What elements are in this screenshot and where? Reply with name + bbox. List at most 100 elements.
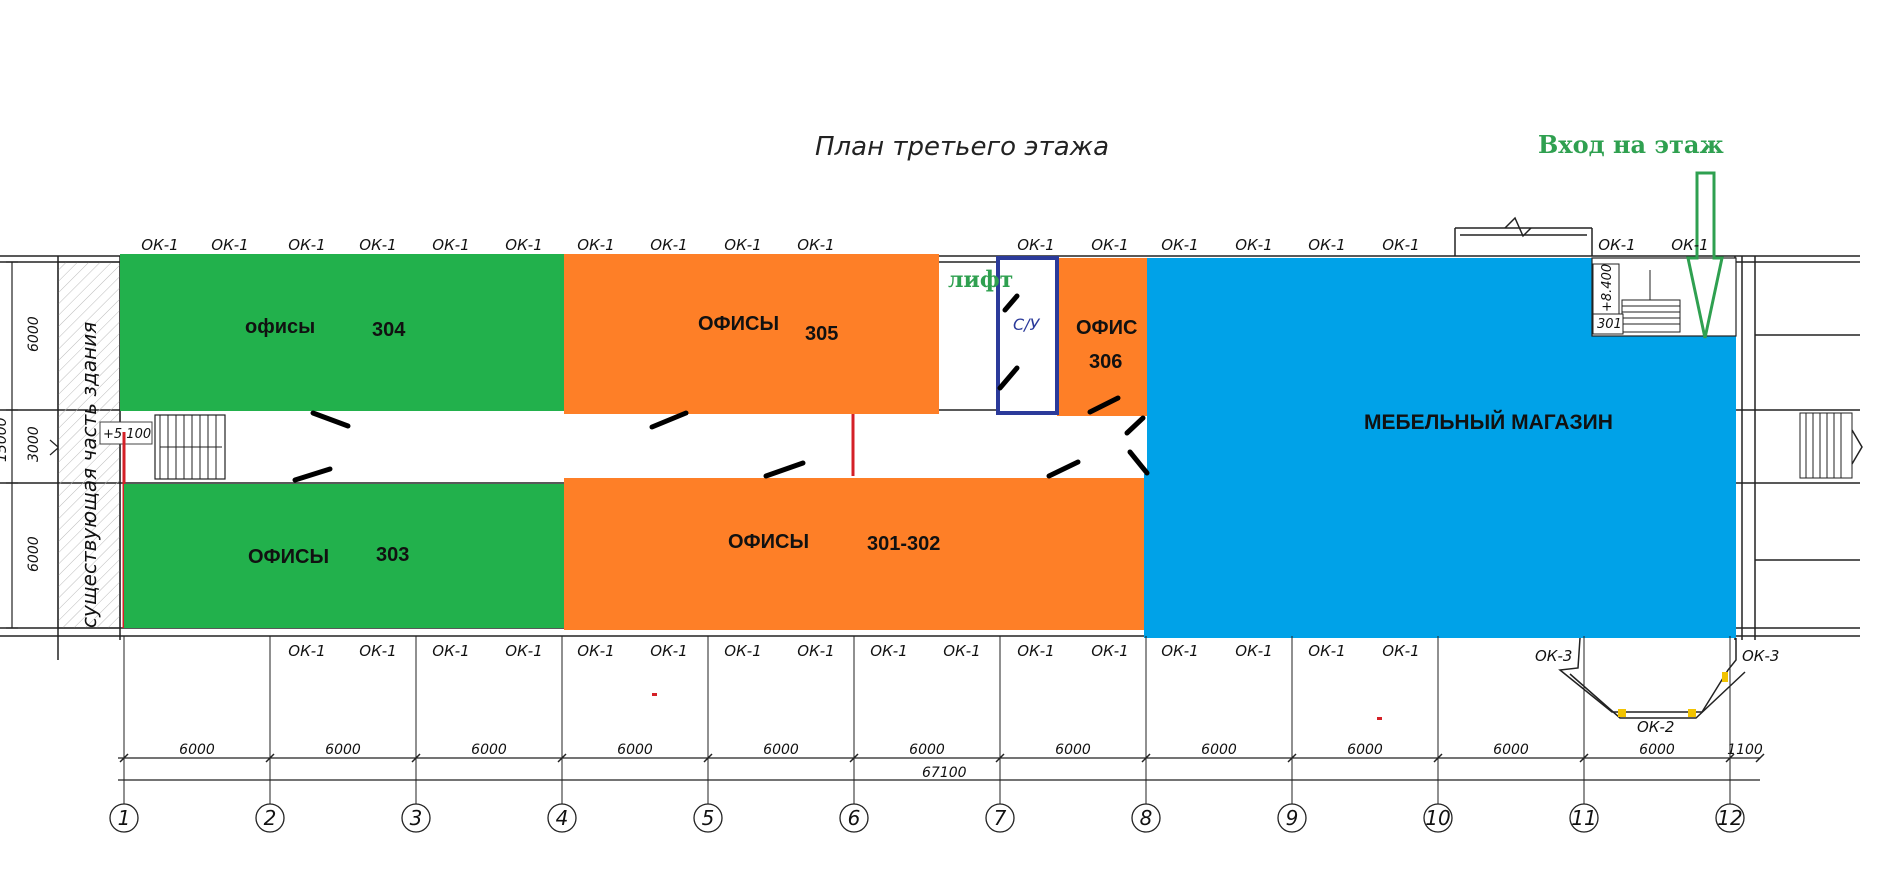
window-top-15: ОК-1: [1308, 236, 1345, 254]
wc-label: С/У: [1013, 315, 1041, 334]
window-bottom-14: ОК-1: [1235, 642, 1272, 660]
vdim-3: 6000: [26, 536, 42, 572]
vdim-total: 15000: [0, 417, 10, 462]
right-stair: [1591, 257, 1737, 337]
window-top-14: ОК-1: [1235, 236, 1272, 254]
axis-label-7: 7: [994, 806, 1007, 830]
axis-marker-7: [985, 803, 1015, 833]
window-bottom-4: ОК-1: [505, 642, 542, 660]
room-304-number: 304: [372, 319, 406, 341]
window-top-9: ОК-1: [724, 236, 761, 254]
door-marks: [292, 293, 1150, 483]
window-top-12: ОК-1: [1091, 236, 1128, 254]
room-305-number: 305: [805, 323, 838, 345]
furniture-shop: [1144, 258, 1736, 638]
span-dim-4: 6000: [617, 742, 653, 758]
window-bottom-12: ОК-1: [1091, 642, 1128, 660]
axis-label-3: 3: [410, 806, 423, 830]
span-dim-2: 6000: [325, 742, 361, 758]
room-306: [1057, 258, 1147, 416]
outer-stair-right: [1799, 412, 1863, 479]
axis-label-11: 11: [1571, 806, 1596, 830]
axis-label-12: 12: [1717, 806, 1742, 830]
bottom-dimensions: [118, 757, 1760, 781]
window-top-5: ОК-1: [432, 236, 469, 254]
vertical-dimensions: [6, 261, 59, 629]
left-stair: [154, 414, 226, 480]
window-top-13: ОК-1: [1161, 236, 1198, 254]
window-bottom-5: ОК-1: [577, 642, 614, 660]
axis-marker-4: [547, 803, 577, 833]
span-dim-6: 6000: [909, 742, 945, 758]
existing-part-label: существующая часть здания: [77, 322, 101, 628]
room-301-302: [564, 478, 1144, 630]
level-right: +8.400: [1600, 264, 1615, 312]
window-bottom-2: ОК-1: [359, 642, 396, 660]
axis-marker-10: [1423, 803, 1453, 833]
level-left: +5.100: [103, 427, 151, 442]
window-bottom-10: ОК-1: [943, 642, 980, 660]
axis-label-5: 5: [702, 806, 715, 830]
room-303: [124, 484, 564, 628]
window-bottom-6: ОК-1: [650, 642, 687, 660]
stair-room-number: 301: [1597, 317, 1622, 332]
window-top-3: ОК-1: [288, 236, 325, 254]
window-bottom-15: ОК-1: [1308, 642, 1345, 660]
window-top-6: ОК-1: [505, 236, 542, 254]
bay-window: [1558, 637, 1746, 719]
room-303-name: ОФИСЫ: [248, 546, 329, 568]
axis-label-4: 4: [556, 806, 569, 830]
total-dimension: 67100: [922, 765, 967, 781]
span-dim-8: 6000: [1201, 742, 1237, 758]
room-306-name: ОФИС: [1076, 317, 1137, 339]
span-dim-5: 6000: [763, 742, 799, 758]
window-bottom-9: ОК-1: [870, 642, 907, 660]
shop-name: МЕБЕЛЬНЫЙ МАГАЗИН: [1364, 410, 1613, 434]
span-dim-7: 6000: [1055, 742, 1091, 758]
span-dim-3: 6000: [471, 742, 507, 758]
ok2-label: ОК-2: [1637, 718, 1674, 736]
window-bottom-3: ОК-1: [432, 642, 469, 660]
vdim-1: 6000: [26, 316, 42, 352]
window-top-10: ОК-1: [797, 236, 834, 254]
room-303-number: 303: [376, 544, 409, 566]
span-dim-1: 6000: [179, 742, 215, 758]
window-bottom-13: ОК-1: [1161, 642, 1198, 660]
axis-label-8: 8: [1140, 806, 1153, 830]
axis-label-1: 1: [118, 806, 131, 830]
lift-label: лифт: [948, 267, 1013, 293]
entry-label: Вход на этаж: [1538, 130, 1724, 159]
window-bottom-16: ОК-1: [1382, 642, 1419, 660]
axis-marker-1: [109, 803, 139, 833]
wc-room: [996, 256, 1059, 415]
axis-marker-11: [1569, 803, 1599, 833]
window-top-11: ОК-1: [1017, 236, 1054, 254]
axis-marker-12: [1715, 803, 1745, 833]
window-top-17: ОК-1: [1598, 236, 1635, 254]
room-301-302-number: 301-302: [867, 533, 940, 555]
red-mark-2: [1377, 717, 1382, 720]
axis-label-10: 10: [1425, 806, 1450, 830]
window-top-7: ОК-1: [577, 236, 614, 254]
axis-marker-3: [401, 803, 431, 833]
existing-part-hatch: [57, 261, 121, 629]
window-top-2: ОК-1: [211, 236, 248, 254]
window-top-8: ОК-1: [650, 236, 687, 254]
window-top-16: ОК-1: [1382, 236, 1419, 254]
span-dimensions: 6000 6000 6000 6000 6000 6000 6000 6000 6000 6000…: [119, 742, 1765, 763]
room-305-name: ОФИСЫ: [698, 313, 779, 335]
room-306-number: 306: [1089, 351, 1122, 373]
window-bottom-11: ОК-1: [1017, 642, 1054, 660]
ok3-left: ОК-3: [1535, 647, 1572, 665]
window-labels: ОК-1 ОК-1 ОК-1 ОК-1 ОК-1 ОК-1 ОК-1 ОК-1 ОК-1 ОК-1…: [141, 236, 1708, 660]
window-top-1: ОК-1: [141, 236, 178, 254]
axis-marker-2: [255, 803, 285, 833]
vdim-2: 3000: [26, 426, 42, 462]
window-top-18: ОК-1: [1671, 236, 1708, 254]
window-top-4: ОК-1: [359, 236, 396, 254]
window-bottom-8: ОК-1: [797, 642, 834, 660]
span-dim-12: 1100: [1727, 742, 1763, 758]
level-mark-left: [99, 421, 153, 445]
axis-marker-6: [839, 803, 869, 833]
